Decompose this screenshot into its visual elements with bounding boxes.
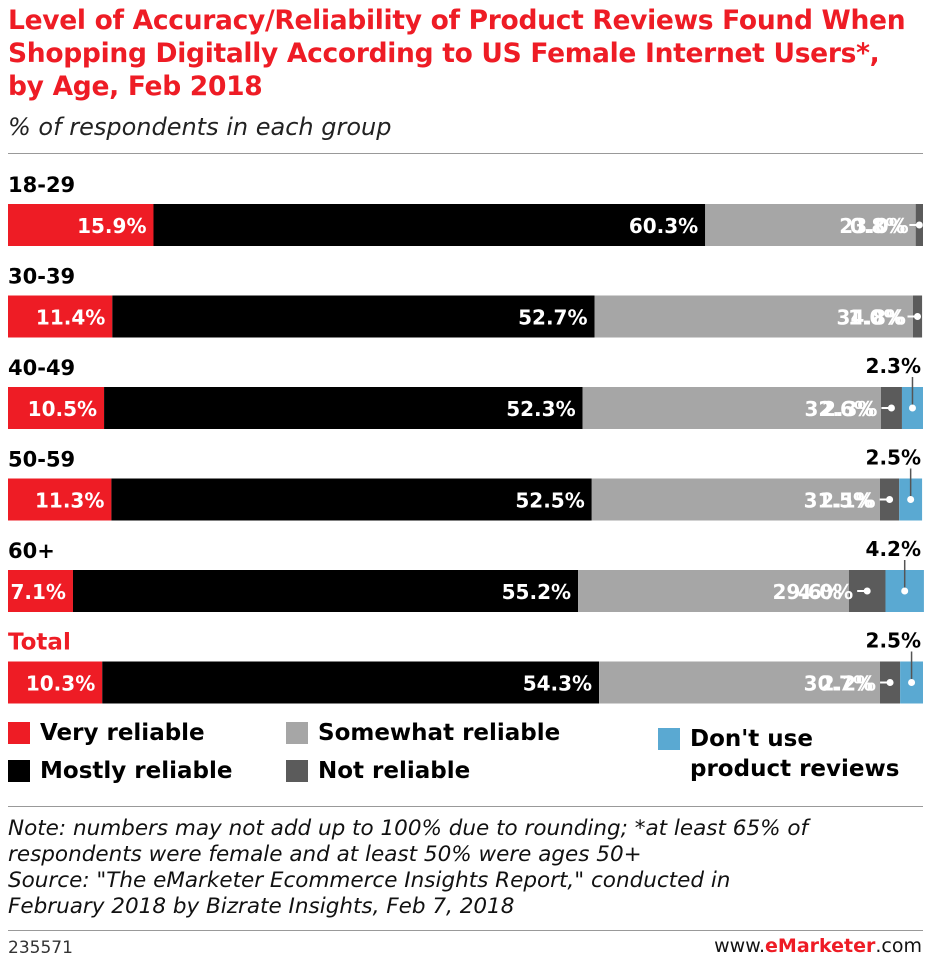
legend-label-dont-use: Don't use product reviews xyxy=(690,724,899,784)
data-label-total-very-reliable: 10.3% xyxy=(26,672,95,696)
bar-30-39-somewhat-reliable xyxy=(594,295,913,338)
chart-title: Level of Accuracy/Reliability of Product… xyxy=(8,5,906,102)
legend-swatch-not-reliable xyxy=(286,760,308,782)
bar-40-49-mostly-reliable xyxy=(104,387,583,429)
bar-50-59-somewhat-reliable xyxy=(591,478,880,521)
bar-60-somewhat-reliable xyxy=(578,570,849,612)
legend: Very reliable Mostly reliable Somewhat r… xyxy=(0,712,930,812)
bar-total-mostly-reliable xyxy=(102,661,600,704)
brand-suffix: .com xyxy=(875,935,922,957)
note-rule xyxy=(8,806,923,807)
data-label-18-29-mostly-reliable: 60.3% xyxy=(629,214,698,238)
category-label-60: 60+ xyxy=(8,539,55,563)
data-label-total-not-reliable: 2.2% xyxy=(821,672,876,696)
brand-name: eMarketer xyxy=(765,935,876,957)
leader-dot-40-49-dont-use xyxy=(908,404,916,412)
bar-40-49-very-reliable xyxy=(8,387,105,429)
legend-swatch-somewhat-reliable xyxy=(286,722,308,744)
legend-swatch-dont-use xyxy=(658,728,680,750)
data-label-total-somewhat-reliable: 30.7% xyxy=(804,672,873,696)
category-label-40-49: 40-49 xyxy=(8,356,75,380)
bar-18-29-somewhat-reliable xyxy=(705,204,916,246)
legend-label-not-reliable: Not reliable xyxy=(318,758,471,784)
legend-swatch-mostly-reliable xyxy=(8,760,30,782)
bar-30-39-mostly-reliable xyxy=(112,295,595,338)
data-label-60-dont-use: 4.2% xyxy=(866,537,921,561)
data-label-total-dont-use: 2.5% xyxy=(866,629,921,653)
data-label-40-49-not-reliable: 2.3% xyxy=(822,397,877,421)
leader-dot-total-dont-use xyxy=(908,679,916,686)
legend-mostly-reliable: Mostly reliable xyxy=(8,756,232,786)
data-label-18-29-somewhat-reliable: 23.0% xyxy=(839,214,908,238)
leader-dot-60-dont-use xyxy=(901,587,909,595)
category-label-30-39: 30-39 xyxy=(8,265,75,289)
leader-dot-40-49-not-reliable xyxy=(887,404,895,412)
bar-total-somewhat-reliable xyxy=(599,661,880,704)
note-line-3: Source: "The eMarketer Ecommerce Insight… xyxy=(8,868,731,893)
data-label-total-mostly-reliable: 54.3% xyxy=(523,672,592,696)
legend-label-very-reliable: Very reliable xyxy=(40,720,205,746)
bar-60-very-reliable xyxy=(8,570,73,612)
legend-label-dont-use-line2: product reviews xyxy=(690,756,900,782)
data-label-30-39-not-reliable: 1.0% xyxy=(848,306,903,330)
chart-subtitle: % of respondents in each group xyxy=(8,113,392,141)
bar-60-mostly-reliable xyxy=(72,570,579,612)
data-label-18-29-not-reliable: 0.8% xyxy=(850,214,905,238)
bar-18-29-very-reliable xyxy=(8,204,154,246)
legend-swatch-very-reliable xyxy=(8,722,30,744)
data-label-60-not-reliable: 4.0% xyxy=(798,580,853,604)
data-label-50-59-not-reliable: 2.1% xyxy=(820,489,875,513)
data-label-30-39-somewhat-reliable: 34.8% xyxy=(837,306,906,330)
bar-40-49-somewhat-reliable xyxy=(582,387,881,429)
chart-id: 235571 xyxy=(8,938,73,958)
legend-somewhat-reliable: Somewhat reliable xyxy=(286,718,560,748)
data-label-60-mostly-reliable: 55.2% xyxy=(502,580,571,604)
legend-label-mostly-reliable: Mostly reliable xyxy=(40,758,233,784)
data-label-50-59-very-reliable: 11.3% xyxy=(35,489,104,513)
data-label-60-somewhat-reliable: 29.6% xyxy=(772,580,841,604)
bar-50-59-mostly-reliable xyxy=(111,478,592,521)
data-label-50-59-dont-use: 2.5% xyxy=(866,446,921,470)
leader-dot-50-59-not-reliable xyxy=(886,496,894,503)
bar-total-very-reliable xyxy=(8,661,103,704)
data-label-40-49-very-reliable: 10.5% xyxy=(28,397,97,421)
category-label-total: Total xyxy=(8,630,71,656)
data-label-50-59-somewhat-reliable: 31.5% xyxy=(804,489,873,513)
note-line-2: respondents were female and at least 50%… xyxy=(8,842,642,867)
leader-dot-18-29-not-reliable xyxy=(915,221,923,229)
category-label-18-29: 18-29 xyxy=(8,173,75,197)
data-label-30-39-very-reliable: 11.4% xyxy=(36,306,105,330)
data-label-18-29-very-reliable: 15.9% xyxy=(77,214,146,238)
footer-rule xyxy=(8,930,923,931)
data-label-60-very-reliable: 7.1% xyxy=(10,580,65,604)
brand-url[interactable]: www.eMarketer.com xyxy=(714,935,922,957)
data-label-40-49-somewhat-reliable: 32.6% xyxy=(805,397,874,421)
bar-50-59-very-reliable xyxy=(8,478,112,521)
bar-18-29-mostly-reliable xyxy=(153,204,706,246)
data-label-50-59-mostly-reliable: 52.5% xyxy=(515,489,584,513)
legend-very-reliable: Very reliable xyxy=(8,718,205,748)
legend-not-reliable: Not reliable xyxy=(286,756,470,786)
leader-dot-50-59-dont-use xyxy=(907,496,915,503)
brand-prefix: www. xyxy=(714,935,766,957)
leader-dot-total-not-reliable xyxy=(886,679,894,686)
source-note: Note: numbers may not add up to 100% due… xyxy=(8,816,923,920)
leader-dot-60-not-reliable xyxy=(863,587,871,595)
note-line-4: February 2018 by Bizrate Insights, Feb 7… xyxy=(8,894,515,919)
data-label-30-39-mostly-reliable: 52.7% xyxy=(518,306,587,330)
legend-label-dont-use-line1: Don't use xyxy=(690,726,813,752)
top-rule xyxy=(8,153,923,154)
data-label-40-49-mostly-reliable: 52.3% xyxy=(506,397,575,421)
data-label-40-49-dont-use: 2.3% xyxy=(866,354,921,378)
note-line-1: Note: numbers may not add up to 100% due… xyxy=(8,816,809,841)
legend-label-somewhat-reliable: Somewhat reliable xyxy=(318,720,561,746)
legend-dont-use: Don't use product reviews xyxy=(658,724,899,784)
category-label-50-59: 50-59 xyxy=(8,448,75,472)
bar-30-39-very-reliable xyxy=(8,295,113,338)
leader-dot-30-39-not-reliable xyxy=(914,313,922,320)
